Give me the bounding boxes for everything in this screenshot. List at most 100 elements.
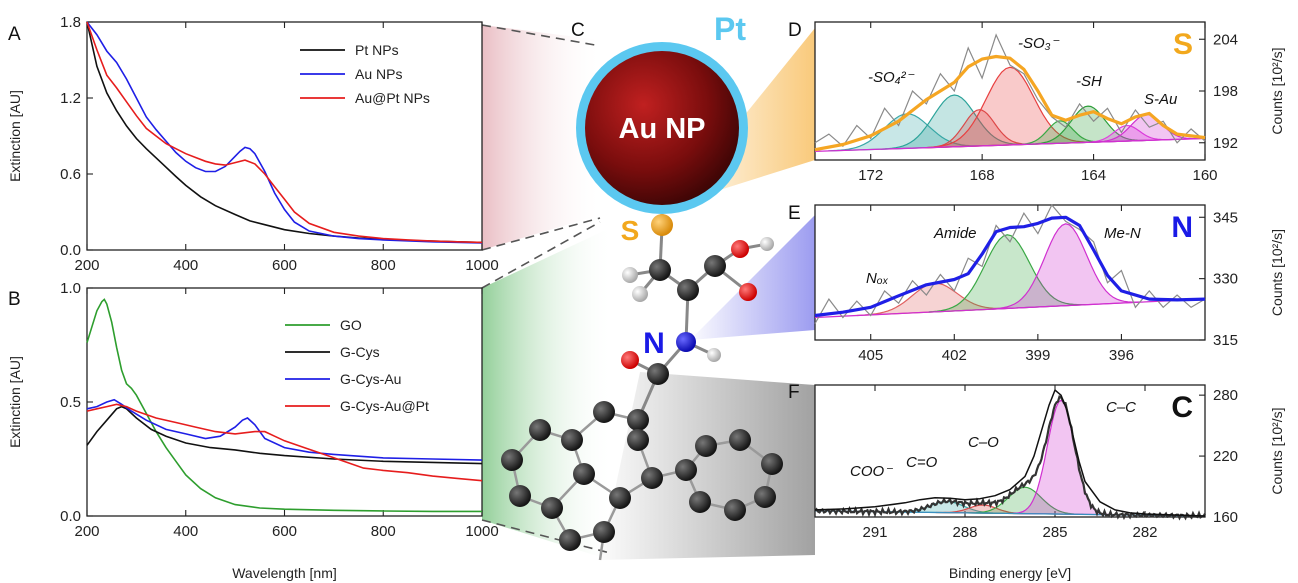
- y-tick-label: 280: [1213, 387, 1238, 404]
- fit-peak: [925, 109, 1034, 149]
- element-label: C: [1171, 391, 1193, 424]
- peak-annotation: C–C: [1106, 399, 1136, 416]
- panel-label-d: D: [788, 20, 802, 41]
- au-core: [585, 51, 739, 205]
- x-tick-label: 402: [942, 347, 967, 364]
- peak-annotation: Me-N: [1104, 225, 1141, 242]
- x-tick-label: 400: [173, 523, 198, 540]
- carbon-atom: [677, 279, 699, 301]
- legend-label: Au NPs: [355, 66, 402, 82]
- oxygen-atom: [731, 240, 749, 258]
- element-label: N: [1171, 211, 1193, 244]
- oxygen-atom: [739, 283, 757, 301]
- y-axis-label: Extinction [AU]: [7, 356, 23, 448]
- peak-annotation: COO⁻: [850, 463, 893, 480]
- envelope-fit: [814, 54, 1206, 152]
- fit-peak: [1028, 105, 1148, 145]
- hydrogen-atom: [622, 267, 638, 283]
- fit-peak: [926, 66, 1094, 149]
- graphene-atoms: [501, 401, 783, 551]
- legend-label: G-Cys-Au: [340, 371, 401, 387]
- y-axis-label: Counts [10²/s]: [1269, 229, 1285, 316]
- fit-peak: [991, 223, 1140, 310]
- peak-annotation: Amide: [933, 225, 977, 242]
- x-tick-label: 291: [862, 524, 887, 541]
- plot-panel-d: D 172 168 164 160 192 198 204 Counts [10²/s] S -SO…: [788, 20, 1285, 184]
- peak-annotation: -SO₄²⁻: [868, 69, 915, 86]
- dashed-connector: [481, 24, 596, 46]
- x-tick-label: 396: [1109, 347, 1134, 364]
- y-tick-label: 1.8: [60, 14, 81, 31]
- raw-spectrum: [814, 395, 1206, 521]
- x-tick-label: 1000: [465, 257, 498, 274]
- peak-annotation: S-Au: [1144, 91, 1178, 108]
- dashed-connector: [481, 217, 601, 251]
- y-axis-label: Counts [10²/s]: [1269, 407, 1285, 494]
- peak-annotation: C–O: [968, 434, 999, 451]
- sulfur-label: S: [621, 215, 640, 246]
- y-tick-label: 1.2: [60, 90, 81, 107]
- raw-spectrum: [814, 203, 1206, 324]
- y-tick-label: 160: [1213, 509, 1238, 526]
- hydrogen-atom: [760, 237, 774, 251]
- y-tick-label: 204: [1213, 31, 1238, 48]
- wedge-c-to-f: [600, 372, 815, 560]
- envelope-fit: [814, 215, 1206, 318]
- panel-label-e: E: [788, 203, 801, 224]
- series-line-au-nps: [86, 21, 483, 244]
- x-tick-label: 200: [74, 257, 99, 274]
- x-tick-label: 164: [1081, 167, 1106, 184]
- y-tick-label: 345: [1213, 209, 1238, 226]
- sulfur-atom: [651, 214, 673, 236]
- plot-panel-a: A 200 400 600 800 1000 0.0 0.6 1.2 1.8 Extinction …: [7, 14, 499, 274]
- dashed-connector: [481, 221, 601, 289]
- x-axis-label: Wavelength [nm]: [232, 565, 337, 581]
- element-label: S: [1173, 28, 1193, 61]
- peak-annotation: -SH: [1076, 73, 1102, 90]
- x-axis-label: Binding energy [eV]: [949, 565, 1071, 581]
- fit-peak: [828, 113, 985, 152]
- x-tick-label: 800: [371, 523, 396, 540]
- peak-annotation: Nₒₓ: [866, 270, 889, 287]
- fit-peak: [928, 234, 1086, 313]
- panel-label-b: B: [8, 289, 21, 310]
- plot-frame: [814, 204, 1206, 341]
- legend-label: G-Cys: [340, 344, 380, 360]
- pt-label: Pt: [714, 11, 746, 47]
- x-tick-label: 288: [952, 524, 977, 541]
- legend-label: G-Cys-Au@Pt: [340, 398, 429, 414]
- legend-label: GO: [340, 317, 362, 333]
- envelope-fit: [814, 389, 1206, 517]
- carbon-atom: [647, 363, 669, 385]
- y-tick-label: 0.0: [60, 508, 81, 525]
- series-line-au-pt-nps: [86, 21, 483, 244]
- nitrogen-label: N: [643, 327, 665, 360]
- y-tick-label: 330: [1213, 271, 1238, 288]
- plot-panel-f: F 291 288 285 282 160 220 280 Counts [10²/s] Bind…: [788, 382, 1285, 581]
- plot-frame: [86, 21, 483, 251]
- hydrogen-atom: [632, 286, 648, 302]
- y-tick-label: 192: [1213, 135, 1238, 152]
- hydrogen-atom: [707, 348, 721, 362]
- x-tick-label: 800: [371, 257, 396, 274]
- y-axis-label: Extinction [AU]: [7, 90, 23, 182]
- plot-panel-e: E 405 402 399 396 315 330 345 Counts [10²/s] N Nₒₓ…: [788, 203, 1285, 364]
- y-tick-label: 198: [1213, 83, 1238, 100]
- x-tick-label: 168: [970, 167, 995, 184]
- peak-annotation: -SO₃⁻: [1018, 35, 1060, 52]
- plot-panel-b: B 200 400 600 800 1000 0.0 0.5 1.0 Extinction [AU…: [7, 280, 499, 581]
- series-line-g-cys-au-pt: [86, 403, 483, 482]
- y-tick-label: 0.0: [60, 242, 81, 259]
- dashed-connector: [481, 519, 611, 554]
- legend-label: Pt NPs: [355, 42, 399, 58]
- x-tick-label: 405: [858, 347, 883, 364]
- wedge-a-to-schematic: [482, 25, 600, 250]
- carbon-atom: [704, 255, 726, 277]
- x-tick-label: 600: [272, 257, 297, 274]
- y-tick-label: 0.6: [60, 166, 81, 183]
- x-tick-label: 400: [173, 257, 198, 274]
- oxygen-atom: [621, 351, 639, 369]
- x-tick-label: 1000: [465, 523, 498, 540]
- panel-label-f: F: [788, 382, 800, 403]
- nitrogen-atom: [676, 332, 696, 352]
